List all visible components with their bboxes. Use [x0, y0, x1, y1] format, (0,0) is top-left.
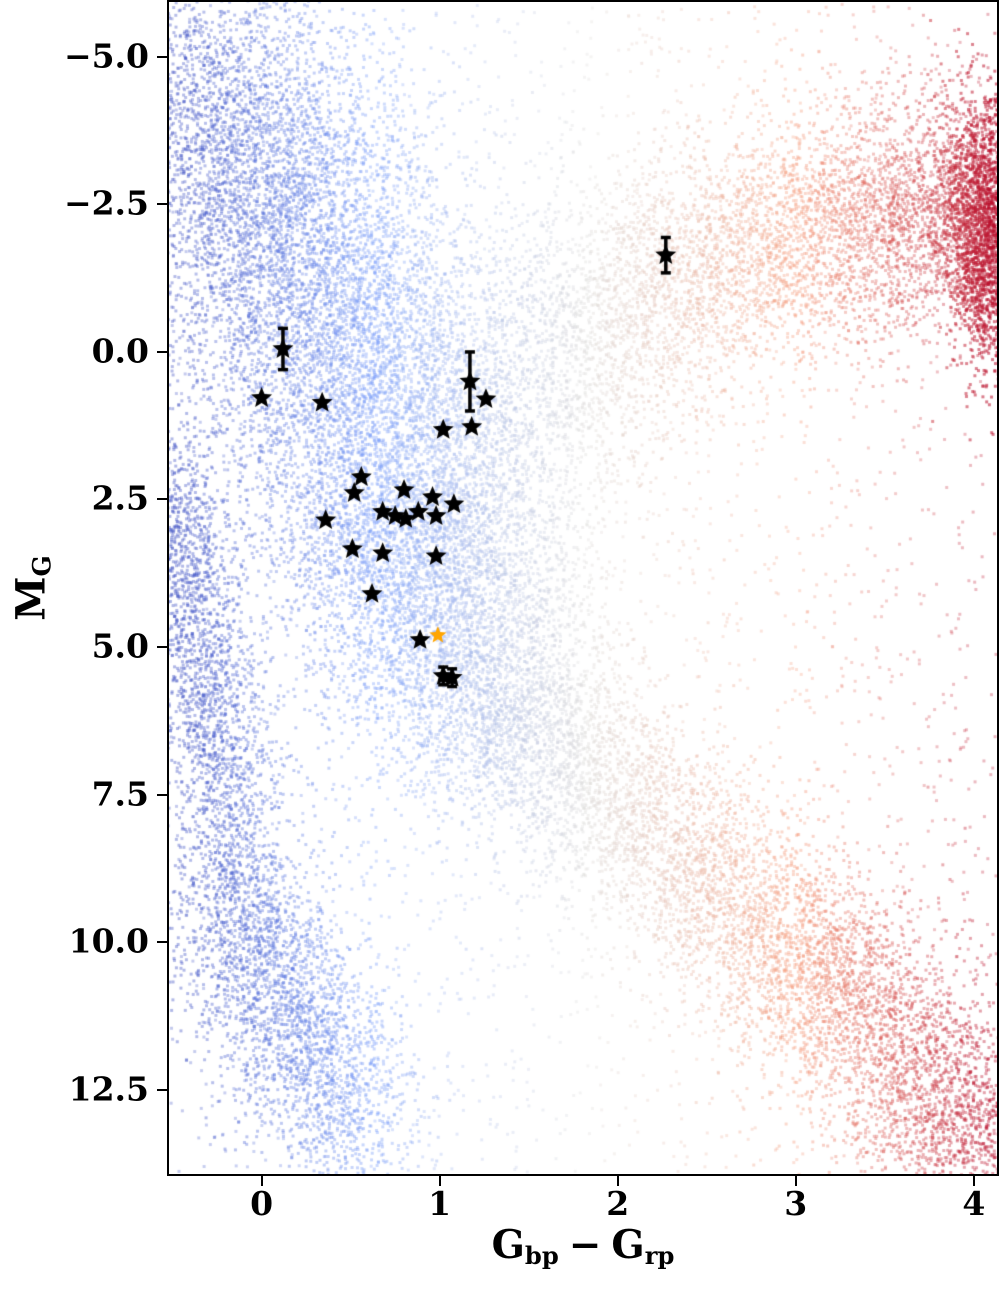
- x-axis-label-g1: G: [491, 1222, 525, 1268]
- x-axis-label-minus: −: [568, 1222, 602, 1268]
- x-tick-mark: [794, 1176, 797, 1186]
- y-tick-label: 7.5: [91, 774, 149, 814]
- x-tick-mark: [616, 1176, 619, 1186]
- y-tick-label: 0.0: [91, 331, 149, 371]
- x-axis-label-g2: G: [611, 1222, 645, 1268]
- x-tick-mark: [438, 1176, 441, 1186]
- plot-area: [167, 0, 999, 1176]
- y-tick-label: 2.5: [91, 479, 149, 519]
- y-tick-mark: [157, 941, 167, 944]
- y-tick-mark: [157, 498, 167, 501]
- x-tick-label: 4: [962, 1184, 986, 1223]
- x-tick-label: 0: [250, 1184, 274, 1223]
- y-axis-label-base: M: [7, 576, 55, 621]
- y-tick-mark: [157, 646, 167, 648]
- x-tick-label: 2: [606, 1184, 630, 1223]
- x-tick-label: 3: [784, 1184, 808, 1223]
- y-axis-label: MG: [7, 555, 56, 620]
- x-tick-mark: [972, 1176, 975, 1186]
- y-tick-label: 5.0: [91, 626, 149, 666]
- y-tick-label: −2.5: [63, 184, 149, 224]
- x-axis-label-sub1: bp: [524, 1241, 559, 1271]
- y-tick-mark: [157, 203, 167, 206]
- y-tick-mark: [157, 350, 167, 353]
- y-axis-label-sub: G: [27, 555, 57, 577]
- y-tick-mark: [157, 55, 167, 58]
- y-tick-label: 10.0: [68, 921, 149, 961]
- x-tick-mark: [260, 1176, 263, 1186]
- y-tick-label: −5.0: [63, 36, 149, 76]
- y-tick-mark: [157, 1088, 167, 1091]
- x-axis-label-sub2: rp: [644, 1241, 675, 1271]
- y-tick-mark: [157, 793, 167, 796]
- x-tick-label: 1: [428, 1184, 452, 1223]
- x-axis-label: Gbp − Grp: [167, 1222, 999, 1270]
- y-tick-label: 12.5: [68, 1069, 149, 1109]
- cmd-scatter-canvas: [169, 2, 997, 1174]
